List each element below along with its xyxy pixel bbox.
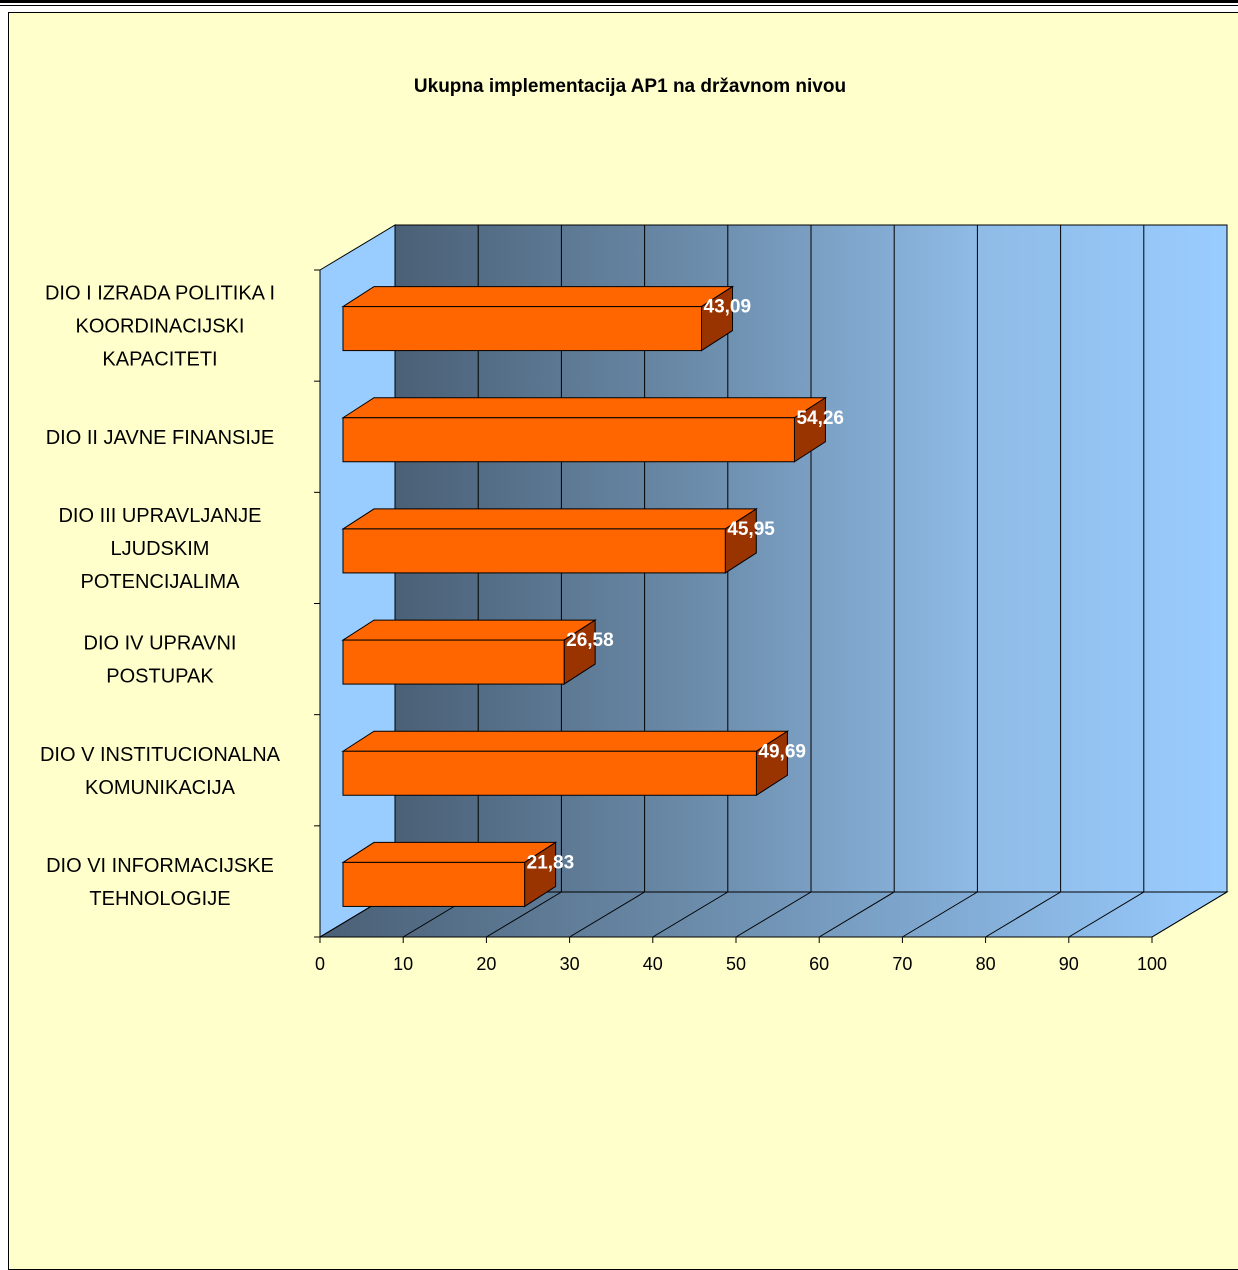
bar [342,417,795,463]
x-tick-label: 60 [809,954,829,974]
bar [342,861,526,907]
data-label: 45,95 [727,519,775,540]
x-tick-label: 70 [892,954,912,974]
x-tick-label: 50 [726,954,746,974]
floor-gridline [985,891,1061,938]
data-label: 43,09 [704,297,752,318]
data-label: 49,69 [758,741,806,762]
data-label: 21,83 [527,852,575,873]
category-label: DIO III UPRAVLJANJE LJUDSKIM POTENCIJALIMA [58,505,261,593]
top-border-rule [0,0,1238,6]
bar [342,306,703,352]
bar [342,528,726,574]
floor-gridline [486,891,562,938]
floor-gridline [1068,891,1145,938]
x-tick-label: 40 [643,954,663,974]
bar-top-face [341,841,558,863]
bar-top-face [341,619,597,641]
category-label: DIO I IZRADA POLITIKA I KOORDINACIJSKI KAP… [45,283,275,371]
bar-top-face [341,508,759,530]
x-tick-label: 80 [976,954,996,974]
bar-top-face [341,286,735,308]
x-tick-label: 0 [315,954,325,974]
floor-gridline [652,891,729,938]
floor-gridline [1151,891,1228,938]
category-label: DIO V INSTITUCIONALNA KOMUNIKACIJA [40,744,281,799]
category-label: DIO VI INFORMACIJSKE TEHNOLOGIJE [46,855,274,910]
bar [342,750,757,796]
x-tick-label: 100 [1137,954,1167,974]
x-tick-label: 90 [1059,954,1079,974]
x-tick-label: 30 [560,954,580,974]
floor-gridline [569,891,645,938]
category-label: DIO IV UPRAVNI POSTUPAK [84,633,237,688]
bar-top-face [341,397,828,419]
floor-gridline [735,891,812,938]
data-label: 54,26 [796,408,844,429]
x-tick-label: 20 [476,954,496,974]
bar [342,639,565,685]
data-label: 26,58 [566,630,614,651]
floor-gridline [902,891,978,938]
x-tick-label: 10 [393,954,413,974]
category-label: DIO II JAVNE FINANSIJE [46,427,275,449]
bar-top-face [341,730,790,752]
chart-title: Ukupna implementacija AP1 na državnom ni… [414,76,846,97]
floor-gridline [818,891,895,938]
